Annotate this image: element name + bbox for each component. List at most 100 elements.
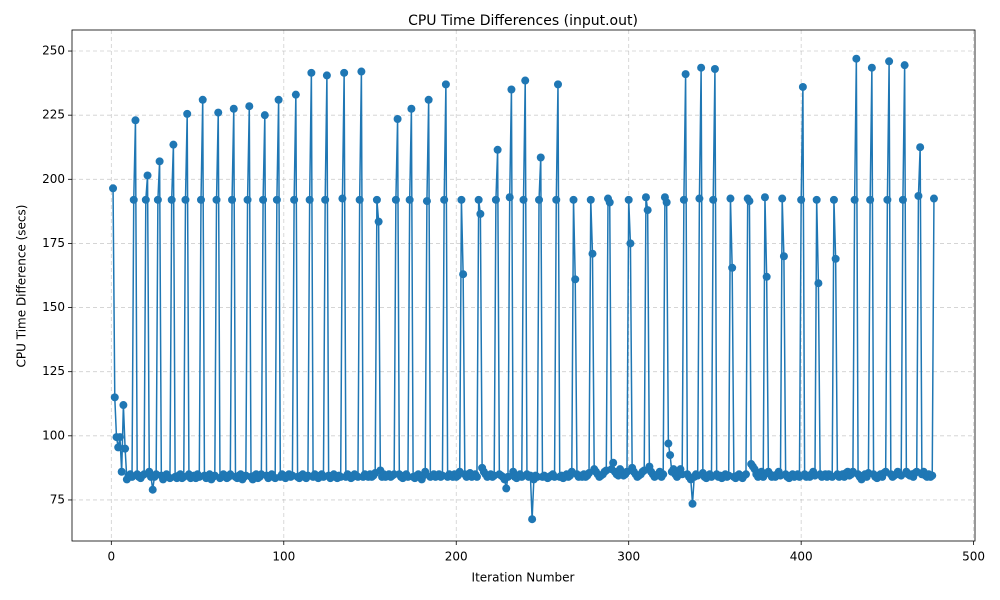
- data-point: [291, 90, 300, 99]
- data-point: [181, 195, 190, 204]
- data-point: [626, 239, 635, 248]
- data-point: [391, 195, 400, 204]
- data-point: [528, 515, 537, 524]
- data-point: [831, 254, 840, 263]
- data-point: [662, 198, 671, 207]
- data-point: [507, 85, 516, 94]
- data-point: [883, 195, 892, 204]
- data-point: [916, 143, 925, 152]
- data-point: [688, 499, 697, 508]
- data-point: [779, 252, 788, 261]
- data-point: [355, 195, 364, 204]
- data-point: [928, 471, 937, 480]
- data-point: [340, 68, 349, 77]
- x-tick-label: 100: [272, 550, 295, 564]
- data-point: [422, 197, 431, 206]
- data-point: [441, 80, 450, 89]
- data-point: [214, 108, 223, 117]
- y-tick-label: 75: [50, 492, 65, 506]
- data-point: [641, 193, 650, 202]
- data-point: [114, 443, 123, 452]
- data-point: [726, 194, 735, 203]
- data-point: [109, 184, 118, 193]
- data-point: [710, 64, 719, 73]
- data-point: [643, 206, 652, 215]
- data-point: [519, 195, 528, 204]
- data-point: [307, 68, 316, 77]
- data-point: [148, 485, 157, 494]
- data-point: [505, 193, 514, 202]
- data-point: [852, 54, 861, 63]
- data-point: [421, 467, 430, 476]
- data-point: [260, 111, 269, 120]
- y-tick-label: 175: [42, 236, 65, 250]
- data-point: [929, 194, 938, 203]
- data-point: [119, 401, 128, 410]
- data-point: [321, 195, 330, 204]
- data-point: [586, 195, 595, 204]
- data-point: [459, 270, 468, 279]
- data-point: [228, 195, 237, 204]
- data-point: [745, 197, 754, 206]
- data-point: [169, 140, 178, 149]
- data-point: [115, 433, 124, 442]
- data-point: [131, 116, 140, 125]
- data-point: [898, 195, 907, 204]
- data-point: [624, 195, 633, 204]
- data-point: [440, 195, 449, 204]
- data-point: [491, 195, 500, 204]
- data-point: [243, 195, 252, 204]
- data-point: [609, 458, 618, 467]
- data-point: [695, 194, 704, 203]
- chart-title: CPU Time Differences (input.out): [408, 13, 638, 29]
- data-point: [183, 109, 192, 118]
- data-point: [393, 115, 402, 124]
- data-point: [759, 472, 768, 481]
- data-point: [322, 71, 331, 80]
- data-point: [476, 209, 485, 218]
- y-tick-label: 100: [42, 428, 65, 442]
- data-point: [274, 95, 283, 104]
- data-point: [305, 195, 314, 204]
- data-point: [741, 470, 750, 479]
- data-point: [900, 61, 909, 70]
- y-tick-label: 250: [42, 44, 65, 58]
- data-point: [850, 195, 859, 204]
- data-point: [374, 217, 383, 226]
- data-point: [503, 472, 512, 481]
- y-tick-label: 225: [42, 108, 65, 122]
- data-point: [472, 472, 481, 481]
- data-point: [259, 195, 268, 204]
- data-point: [229, 104, 238, 113]
- data-point: [798, 82, 807, 91]
- data-point: [728, 263, 737, 272]
- y-tick-label: 150: [42, 300, 65, 314]
- data-point: [760, 193, 769, 202]
- data-point: [212, 195, 221, 204]
- data-point: [110, 393, 119, 402]
- data-point: [762, 272, 771, 281]
- data-point: [697, 63, 706, 72]
- data-point: [867, 63, 876, 72]
- data-point: [521, 76, 530, 85]
- data-point: [198, 95, 207, 104]
- data-point: [709, 195, 718, 204]
- data-point: [535, 195, 544, 204]
- data-point: [814, 279, 823, 288]
- data-point: [407, 104, 416, 113]
- y-tick-label: 200: [42, 172, 65, 186]
- data-point: [153, 195, 162, 204]
- data-point: [778, 194, 787, 203]
- x-axis-label: Iteration Number: [472, 571, 575, 585]
- data-point: [405, 195, 414, 204]
- data-point: [272, 195, 281, 204]
- data-point: [679, 195, 688, 204]
- data-point: [493, 145, 502, 154]
- x-tick-label: 0: [108, 550, 116, 564]
- x-tick-label: 500: [962, 550, 985, 564]
- data-point: [167, 195, 176, 204]
- data-point: [571, 275, 580, 284]
- data-point: [664, 439, 673, 448]
- data-point: [141, 195, 150, 204]
